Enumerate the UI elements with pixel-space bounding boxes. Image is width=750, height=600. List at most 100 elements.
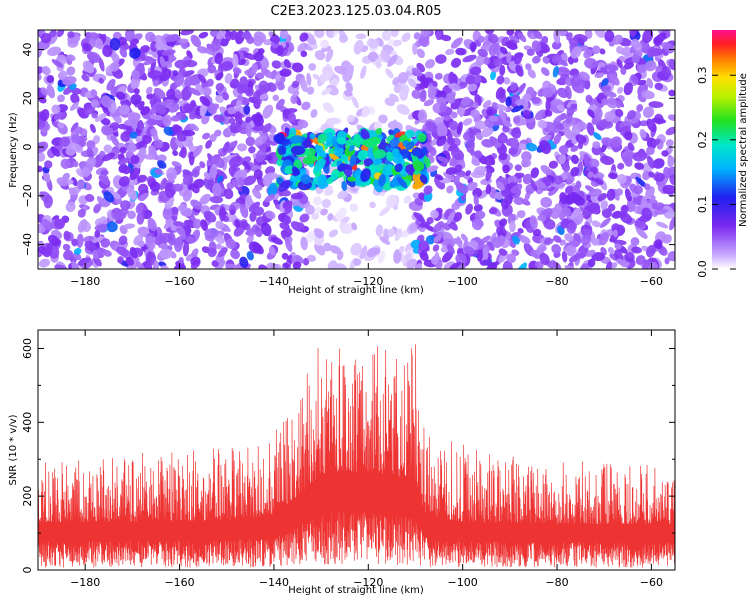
heatmap-cell <box>281 252 289 260</box>
heatmap-cell <box>302 155 317 165</box>
heatmap-cell <box>554 203 563 215</box>
heatmap-cell <box>190 34 202 48</box>
heatmap-cell <box>282 262 290 269</box>
heatmap-cell <box>405 164 415 175</box>
heatmap-cell <box>69 101 79 111</box>
heatmap-cell <box>591 237 599 246</box>
heatmap-cell <box>624 188 632 202</box>
heatmap-cell <box>228 155 244 168</box>
heatmap-cell <box>561 207 572 217</box>
heatmap-cell <box>246 250 254 261</box>
heatmap-cell <box>502 125 510 133</box>
heatmap-cell <box>482 100 492 109</box>
heatmap-cell <box>473 166 487 175</box>
heatmap-cell <box>585 94 593 104</box>
heatmap-cell <box>225 238 237 250</box>
heatmap-cell <box>182 241 190 257</box>
heatmap-cell <box>373 121 383 131</box>
heatmap-cell <box>540 164 552 175</box>
heatmap-cell <box>86 51 101 63</box>
heatmap-cell <box>296 222 305 230</box>
heatmap-cell <box>302 257 310 266</box>
heatmap-cell <box>340 223 355 234</box>
heatmap-cell <box>534 109 547 121</box>
heatmap-cell <box>174 89 183 100</box>
heatmap-cell <box>159 56 166 68</box>
heatmap-cell <box>529 215 538 230</box>
heatmap-cell <box>541 36 549 44</box>
heatmap-cell <box>386 134 394 142</box>
heatmap-cell <box>588 188 602 197</box>
heatmap-cell <box>91 112 98 119</box>
x-tick-label: −180 <box>70 576 100 589</box>
heatmap-cell <box>136 211 145 225</box>
x-tick-label: −120 <box>353 275 383 288</box>
heatmap-cell <box>409 223 418 232</box>
heatmap-cell <box>46 84 55 99</box>
heatmap-cell <box>453 175 460 186</box>
heatmap-cell <box>427 84 437 98</box>
heatmap-cell <box>500 199 509 210</box>
heatmap-cell <box>462 54 477 63</box>
heatmap-cell <box>357 149 369 161</box>
heatmap-cell <box>630 237 640 246</box>
heatmap-cell <box>502 164 510 174</box>
heatmap-cell <box>470 42 477 53</box>
heatmap-cell <box>477 48 488 57</box>
heatmap-cell <box>120 131 131 142</box>
heatmap-cell <box>559 192 568 205</box>
heatmap-cell <box>443 115 452 122</box>
heatmap-cell <box>277 82 285 91</box>
heatmap-cell <box>310 109 318 118</box>
heatmap-cell <box>178 38 189 44</box>
heatmap-cell <box>543 237 551 245</box>
heatmap-cell <box>154 139 164 149</box>
heatmap-cell <box>72 160 79 168</box>
heatmap-cell <box>629 183 638 193</box>
heatmap-cell <box>624 131 633 141</box>
heatmap-cell <box>237 143 247 152</box>
heatmap-cell <box>122 166 132 175</box>
y-tick-label: 0 <box>21 567 34 574</box>
heatmap-cell <box>552 65 560 78</box>
heatmap-cell <box>456 121 463 135</box>
heatmap-cell <box>620 67 627 75</box>
heatmap-cell <box>616 59 623 69</box>
heatmap-cell <box>162 99 174 108</box>
heatmap-cell <box>138 147 147 156</box>
heatmap-cell <box>246 234 254 244</box>
heatmap-cell <box>567 221 577 231</box>
heatmap-cell <box>385 145 392 153</box>
heatmap-cell <box>99 216 108 226</box>
heatmap-cell <box>488 115 499 122</box>
heatmap-cell <box>496 75 505 85</box>
heatmap-cell <box>611 210 623 219</box>
heatmap-cell <box>123 223 135 229</box>
snr-x-axis-label: Height of straight line (km) <box>288 585 424 596</box>
heatmap-cell <box>435 54 447 64</box>
heatmap-cell <box>526 48 535 56</box>
heatmap-cell <box>369 201 376 209</box>
heatmap-cell <box>375 224 384 237</box>
heatmap-cell <box>641 260 651 269</box>
heatmap-cell <box>317 133 328 144</box>
heatmap-cell <box>571 192 581 201</box>
heatmap-cell <box>446 137 456 146</box>
heatmap-cell <box>172 70 179 77</box>
heatmap-cell <box>215 220 225 230</box>
heatmap-cell <box>373 149 387 159</box>
heatmap-cell <box>206 78 214 87</box>
heatmap-cell <box>321 198 332 209</box>
heatmap-cell <box>360 65 367 80</box>
heatmap-cell <box>465 203 473 215</box>
heatmap-cell <box>471 218 483 231</box>
heatmap-cell <box>202 132 211 140</box>
heatmap-cell <box>51 59 64 68</box>
heatmap-cell <box>147 223 154 230</box>
heatmap-cell <box>646 146 655 155</box>
heatmap-cell <box>314 50 326 61</box>
heatmap-cell <box>619 212 633 224</box>
heatmap-cell <box>360 168 371 182</box>
y-tick-label: 20 <box>21 91 34 105</box>
heatmap-cell <box>199 95 211 107</box>
